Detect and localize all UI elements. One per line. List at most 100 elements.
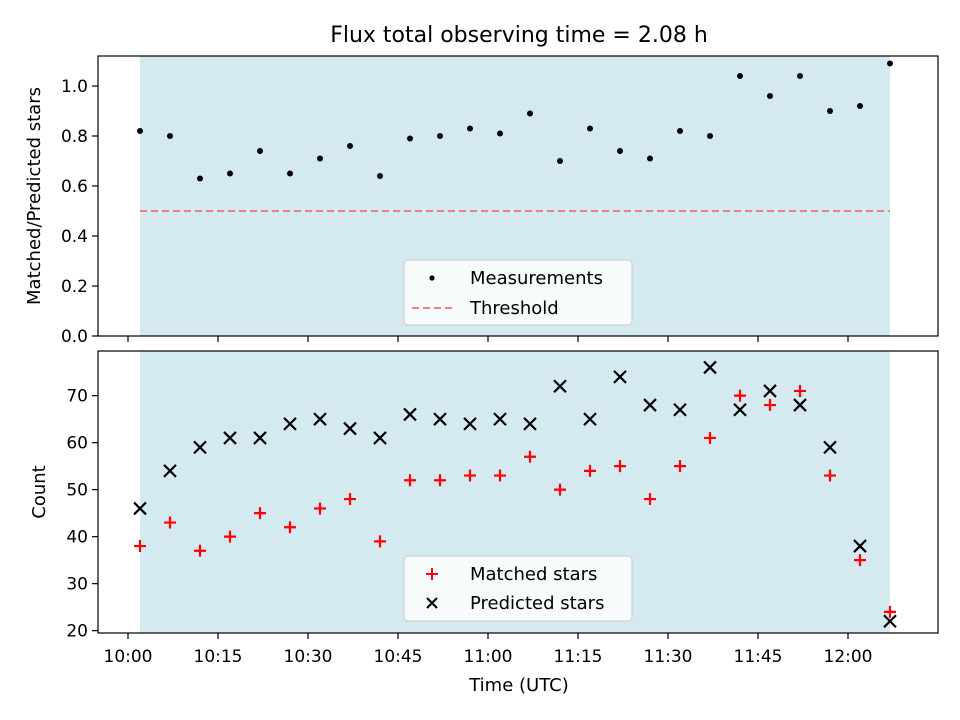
predicted-point [703,360,717,375]
matched-point [284,521,296,534]
predicted-point [433,412,447,426]
measurement-point [857,103,863,109]
y-tick-label: 40 [66,528,88,548]
x-tick-label: 10:45 [374,647,423,667]
legend-matched-label: Matched stars [470,564,597,585]
predicted-point [283,417,297,431]
matched-point [584,464,596,477]
x-tick-label: 12:00 [824,647,873,667]
x-tick-label: 10:30 [284,647,333,667]
predicted-point [223,431,237,445]
matched-point [824,469,836,482]
matched-point [794,384,806,397]
measurement-point [197,175,203,182]
measurement-point [797,73,803,79]
measurement-point [707,133,713,139]
bottom-chart: 20 30 40 50 60 70 10:00 10:15 10:30 10:45 11:00 11… [29,350,939,696]
matched-point [764,399,776,412]
predicted-point [733,402,747,417]
measurement-point [437,133,443,139]
x-tick-label: 11:30 [644,647,693,667]
matched-point [224,530,236,543]
measurement-point [137,128,143,134]
matched-point [524,450,536,463]
predicted-point [793,398,807,412]
legend-threshold-label: Threshold [469,298,559,319]
y-tick-label: 0.4 [61,227,88,247]
measurement-point [167,133,173,139]
top-frame [97,55,939,337]
predicted-point [613,370,627,384]
x-tick-label: 11:45 [734,647,783,667]
bottom-legend: Matched stars Predicted stars [403,555,633,622]
y-tick-label: 70 [66,387,88,407]
matched-point [434,474,446,487]
measurement-point [347,143,353,149]
measurement-point [737,73,743,79]
predicted-point [403,407,417,422]
matched-point [194,544,206,557]
measurement-point [677,128,683,134]
matched-point [704,431,716,444]
legend-matched-marker [426,568,438,580]
predicted-point [163,464,177,478]
measurement-point [527,110,533,117]
top-legend: Measurements Threshold [403,259,633,326]
predicted-point [883,614,897,629]
predicted-point [493,412,507,426]
top-y-axis-label: Matched/Predicted stars [24,87,45,305]
predicted-point [463,417,477,431]
predicted-point [673,402,687,417]
y-tick-label: 0.0 [61,327,88,347]
chart-title: Flux total observing time = 2.08 h [330,23,708,48]
measurement-point [377,173,383,179]
y-tick-label: 0.8 [61,127,88,147]
measurement-point [467,125,473,132]
legend-predicted-label: Predicted stars [470,593,604,614]
matched-point [134,540,146,553]
predicted-point [853,539,867,553]
bottom-frame [97,350,939,634]
predicted-point [583,412,597,426]
bottom-marks [133,360,897,629]
matched-point [644,493,656,506]
y-tick-label: 0.2 [61,277,88,297]
matched-point [854,554,866,567]
measurement-point [767,93,773,99]
matched-point [734,389,746,402]
matched-point [314,502,326,515]
matched-point [344,493,356,506]
x-tick-label: 11:00 [464,647,513,667]
measurement-point [317,155,323,162]
legend-predicted-marker [426,597,438,609]
y-tick-label: 0.6 [61,177,88,197]
matched-point [674,460,686,473]
measurement-point [827,108,833,114]
bottom-x-ticks: 10:00 10:15 10:30 10:45 11:00 11:15 11:30 11:45… [104,633,873,667]
y-tick-label: 1.0 [61,77,88,97]
predicted-point [193,440,207,455]
matched-point [404,474,416,487]
measurement-point [647,155,653,162]
matched-point [494,469,506,482]
legend-measurements-label: Measurements [470,268,603,289]
y-tick-label: 60 [66,434,88,454]
y-tick-label: 30 [66,575,88,595]
predicted-point [763,384,777,398]
measurement-point [557,158,563,164]
matched-point [614,460,626,473]
measurement-point [587,125,593,132]
measurement-point [257,148,263,154]
measurement-point [407,135,413,142]
x-tick-label: 11:15 [554,647,603,667]
bottom-y-ticks: 20 30 40 50 60 70 [66,387,98,642]
measurement-point [227,170,233,177]
matched-point [374,535,386,548]
measurement-point [617,148,623,154]
predicted-point [253,431,267,445]
predicted-point [553,379,567,394]
matched-point [164,516,176,529]
predicted-point [313,412,327,426]
y-tick-label: 20 [66,622,88,642]
